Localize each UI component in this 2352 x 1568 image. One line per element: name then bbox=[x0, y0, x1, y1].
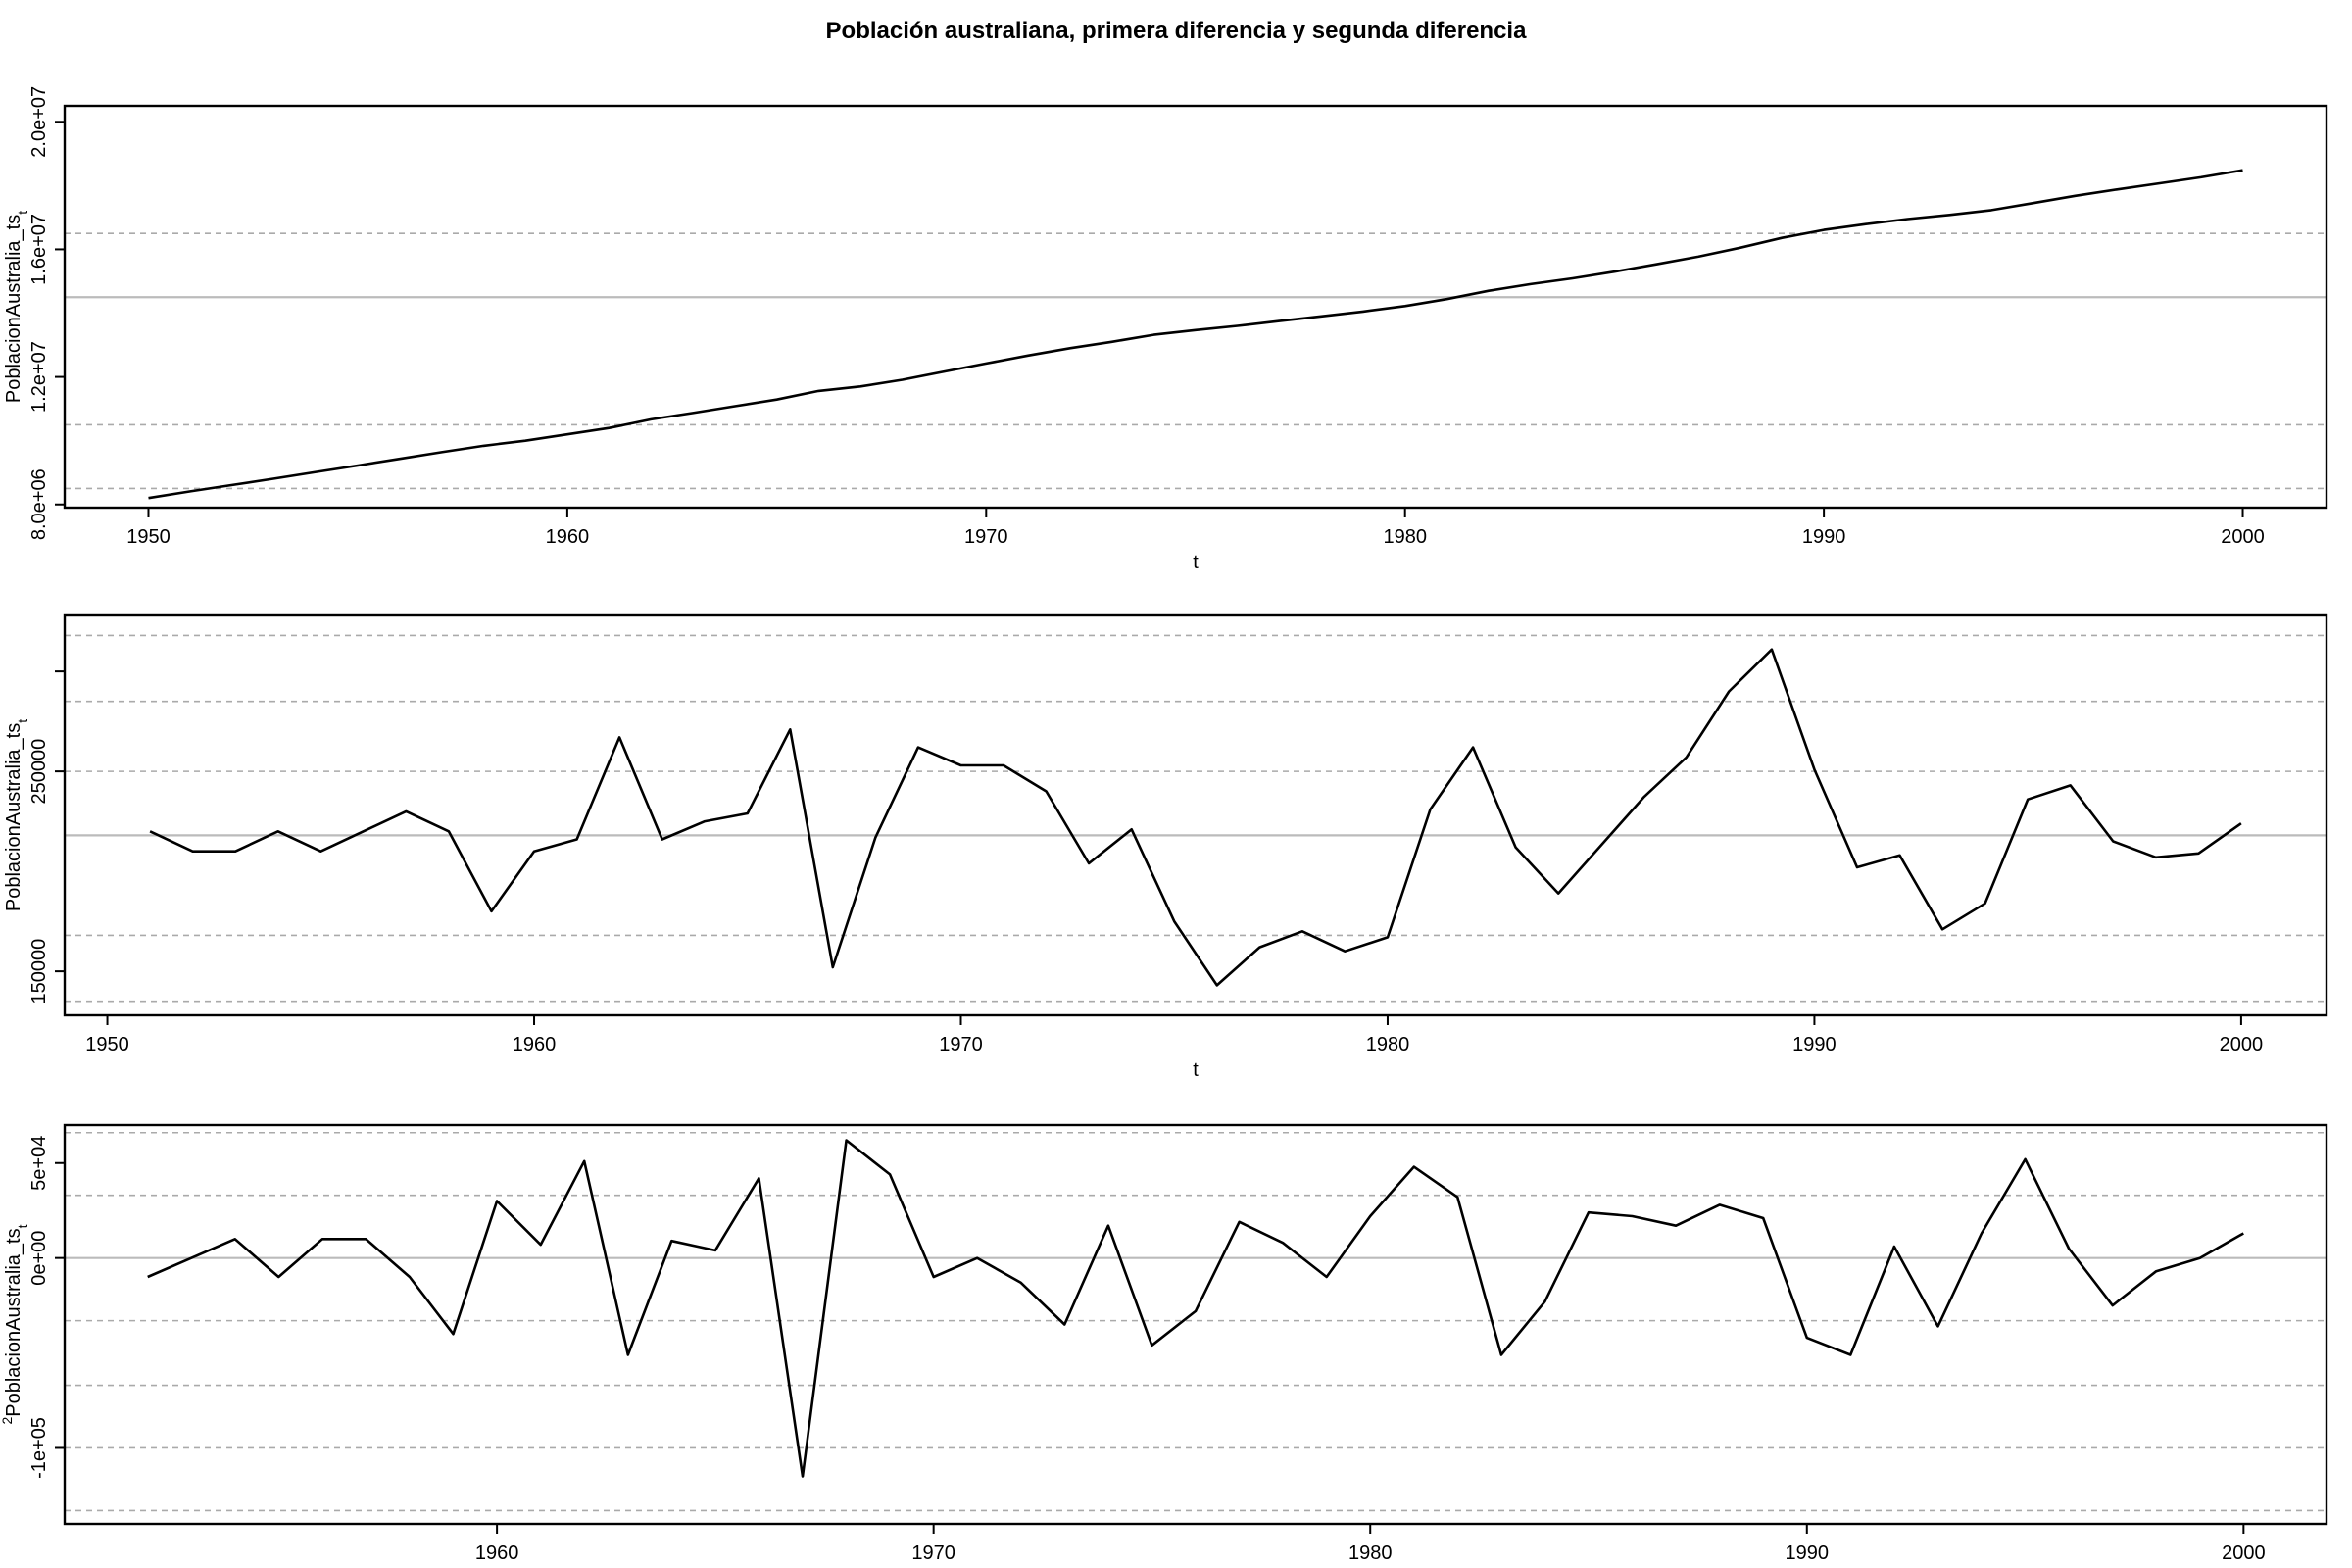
series-line bbox=[149, 648, 2242, 987]
series-line bbox=[148, 169, 2243, 500]
y-tick-label: 8.0e+06 bbox=[28, 468, 50, 540]
x-tick-label: 1970 bbox=[964, 526, 1008, 548]
x-tick-label: 1960 bbox=[546, 526, 590, 548]
x-tick-label: 1980 bbox=[1383, 526, 1427, 548]
y-axis-label: 2PoblacionAustralia_tst bbox=[0, 1224, 30, 1424]
panel-population: 1950 1960 1970 1980 1990 2000 t 8.0e+06 1.2e+07 1… bbox=[3, 86, 2328, 573]
x-tick-label: 1960 bbox=[475, 1543, 519, 1564]
y-tick-label: 0e+00 bbox=[28, 1231, 50, 1286]
x-axis-label: t bbox=[1193, 1059, 1199, 1081]
series-line bbox=[147, 1139, 2244, 1478]
y-axis-label: PoblacionAustralia_tst bbox=[3, 719, 30, 911]
x-tick-label: 1960 bbox=[513, 1034, 557, 1055]
y-tick-label: 250000 bbox=[28, 739, 50, 805]
y-tick-label: -1e+05 bbox=[28, 1417, 50, 1479]
y-tick-label: 5e+04 bbox=[28, 1136, 50, 1191]
x-tick-label: 1970 bbox=[911, 1543, 956, 1564]
x-tick-label: 1980 bbox=[1366, 1034, 1410, 1055]
y-tick-label: 1.6e+07 bbox=[28, 214, 50, 285]
y-tick-label: 1.2e+07 bbox=[28, 341, 50, 413]
plot-frame bbox=[63, 1123, 2328, 1526]
x-axis-label: t bbox=[1193, 552, 1199, 573]
x-tick-label: 1980 bbox=[1348, 1543, 1393, 1564]
x-tick-label: 2000 bbox=[2222, 1543, 2266, 1564]
plot-frame bbox=[63, 104, 2328, 510]
y-tick-label: 2.0e+07 bbox=[28, 86, 50, 158]
x-tick-label: 1990 bbox=[1786, 1543, 1830, 1564]
x-tick-label: 2000 bbox=[2220, 1034, 2264, 1055]
chart-title: Población australiana, primera diferenci… bbox=[825, 18, 1527, 44]
x-tick-label: 2000 bbox=[2221, 526, 2265, 548]
panel-second-difference: 19601970198019902000t-1e+050e+005e+042Po… bbox=[0, 1123, 2328, 1564]
panel-first-difference: 1950 1960 1970 1980 1990 2000 t 150000 250000Pob… bbox=[3, 613, 2328, 1081]
plot-frame bbox=[63, 613, 2328, 1017]
x-tick-label: 1950 bbox=[85, 1034, 129, 1055]
x-tick-label: 1970 bbox=[939, 1034, 983, 1055]
y-tick-label: 150000 bbox=[28, 939, 50, 1004]
x-tick-label: 1950 bbox=[126, 526, 171, 548]
x-tick-label: 1990 bbox=[1792, 1034, 1837, 1055]
y-axis-label: PoblacionAustralia_tst bbox=[3, 211, 30, 403]
x-tick-label: 1990 bbox=[1802, 526, 1846, 548]
